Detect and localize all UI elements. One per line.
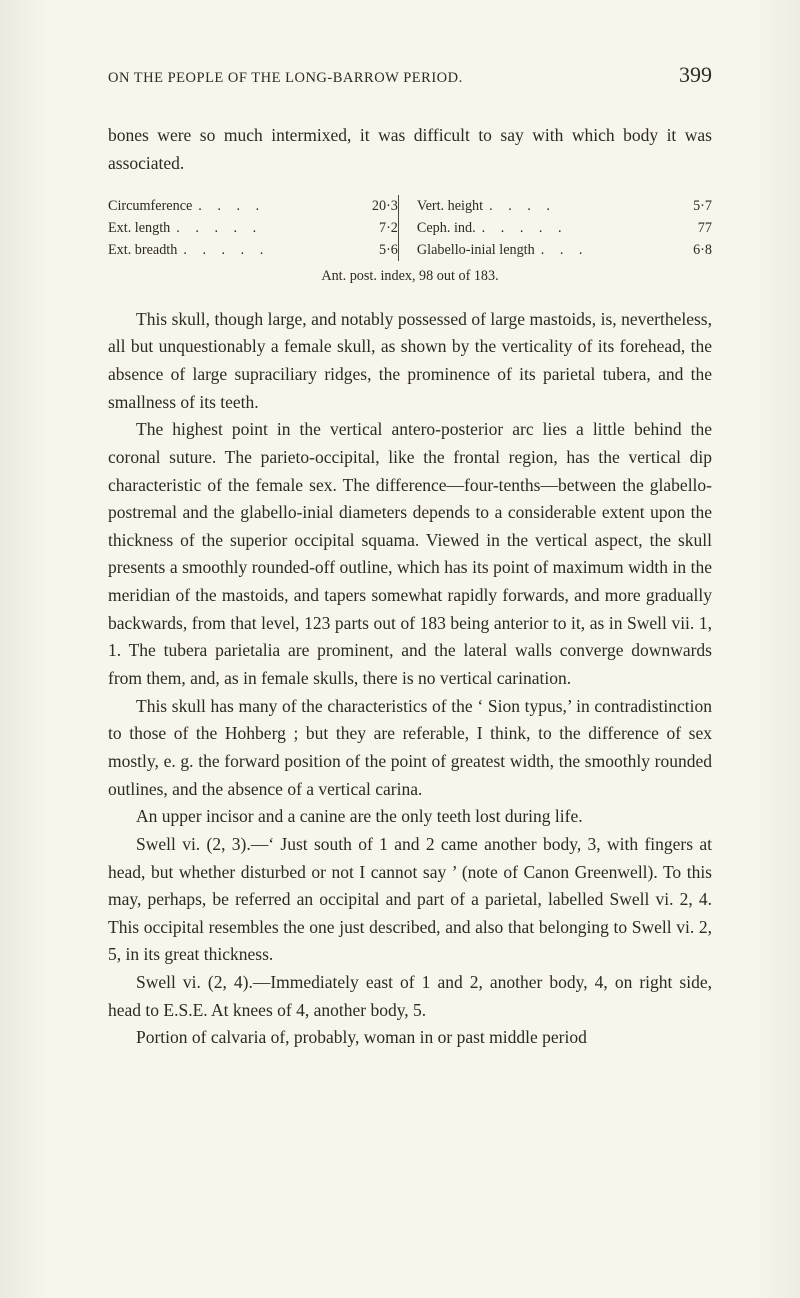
- paragraph: Swell vi. (2, 4).—Immediately east of 1 …: [108, 969, 712, 1024]
- measure-value: 6·8: [693, 239, 712, 261]
- measure-label: Ext. breadth: [108, 239, 177, 261]
- measure-label: Circumference: [108, 195, 192, 217]
- measure-value: 5·6: [379, 239, 398, 261]
- leader-dots: . . . . .: [476, 217, 698, 239]
- measure-value: 7·2: [379, 217, 398, 239]
- measure-left: Ext. breadth . . . . . 5·6: [108, 239, 398, 261]
- leader-dots: . . . . .: [170, 217, 379, 239]
- measure-right: Ceph. ind. . . . . . 77: [398, 217, 712, 239]
- running-head: ON THE PEOPLE OF THE LONG-BARROW PERIOD.…: [108, 62, 712, 88]
- measure-label: Vert. height: [417, 195, 483, 217]
- measure-right: Glabello-inial length . . . 6·8: [398, 239, 712, 261]
- measure-label: Ext. length: [108, 217, 170, 239]
- paragraph: The highest point in the vertical antero…: [108, 416, 712, 692]
- measure-label: Glabello-inial length: [417, 239, 535, 261]
- measurement-table: Circumference . . . . 20·3 Vert. height …: [108, 195, 712, 261]
- page-number: 399: [679, 62, 712, 88]
- measure-left: Circumference . . . . 20·3: [108, 195, 398, 217]
- table-row: Ext. breadth . . . . . 5·6 Glabello-inia…: [108, 239, 712, 261]
- measure-value: 20·3: [372, 195, 398, 217]
- table-row: Circumference . . . . 20·3 Vert. height …: [108, 195, 712, 217]
- leader-dots: . . . . .: [177, 239, 379, 261]
- paragraph: This skull has many of the characteristi…: [108, 693, 712, 804]
- leader-dots: . . .: [535, 239, 693, 261]
- measurement-note: Ant. post. index, 98 out of 183.: [108, 265, 712, 287]
- running-title: ON THE PEOPLE OF THE LONG-BARROW PERIOD.: [108, 70, 463, 87]
- body-text: bones were so much intermixed, it was di…: [108, 122, 712, 1052]
- paragraph: Swell vi. (2, 3).—‘ Just south of 1 and …: [108, 831, 712, 969]
- paragraph: Portion of calvaria of, probably, woman …: [108, 1024, 712, 1052]
- paragraph: This skull, though large, and notably po…: [108, 306, 712, 417]
- measure-left: Ext. length . . . . . 7·2: [108, 217, 398, 239]
- measure-value: 5·7: [693, 195, 712, 217]
- table-row: Ext. length . . . . . 7·2 Ceph. ind. . .…: [108, 217, 712, 239]
- lead-paragraph: bones were so much intermixed, it was di…: [108, 122, 712, 177]
- leader-dots: . . . .: [483, 195, 693, 217]
- book-page: ON THE PEOPLE OF THE LONG-BARROW PERIOD.…: [0, 0, 800, 1298]
- leader-dots: . . . .: [192, 195, 372, 217]
- measure-label: Ceph. ind.: [417, 217, 476, 239]
- paragraph: An upper incisor and a canine are the on…: [108, 803, 712, 831]
- measure-value: 77: [698, 217, 712, 239]
- measure-right: Vert. height . . . . 5·7: [398, 195, 712, 217]
